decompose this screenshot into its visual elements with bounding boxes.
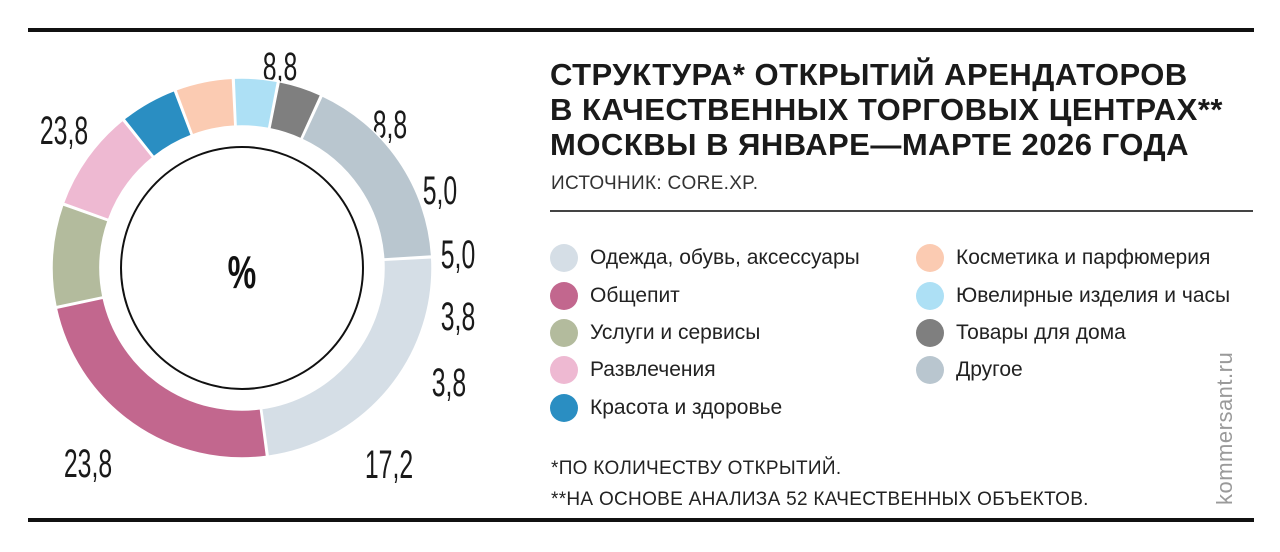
chart-title: СТРУКТУРА* ОТКРЫТИЙ АРЕНДАТОРОВ В КАЧЕСТ… [550,57,1250,162]
legend-label: Другое [956,358,1023,381]
slice-value-label: 23,8 [64,442,112,486]
bottom-rule [28,518,1254,522]
chart-title-line: СТРУКТУРА* ОТКРЫТИЙ АРЕНДАТОРОВ [550,57,1188,92]
legend-label: Косметика и парфюмерия [956,246,1211,269]
legend-label: Красота и здоровье [590,396,783,419]
legend-label: Товары для дома [956,321,1126,344]
slice-value-label: 5,0 [423,169,457,213]
legend-label: Одежда, обувь, аксессуары [590,246,860,269]
legend-item: Товары для дома [916,319,1126,347]
legend-swatch [550,356,578,384]
slice-value-label: 5,0 [441,233,475,277]
legend-swatch [550,394,578,422]
slice-value-label: 23,8 [40,109,88,153]
slice-value-label: 3,8 [441,295,475,339]
legend-item: Услуги и сервисы [550,319,761,347]
legend-item: Развлечения [550,356,716,384]
legend-label: Общепит [590,284,680,307]
legend-item: Ювелирные изделия и часы [916,282,1231,310]
footnote-2: **НА ОСНОВЕ АНАЛИЗА 52 КАЧЕСТВЕННЫХ ОБЪЕ… [551,489,1089,510]
center-unit-label: % [228,247,257,298]
legend-item: Общепит [550,282,680,310]
legend-label: Услуги и сервисы [590,321,761,344]
legend-swatch [916,356,944,384]
donut-slice [233,77,279,130]
legend-label: Развлечения [590,358,716,381]
donut-slice [55,297,268,459]
donut-slice [51,203,110,308]
legend-swatch [550,319,578,347]
donut-slice [122,89,193,158]
donut-slice [260,256,433,458]
donut-slice [268,80,322,140]
inner-ring-line [120,146,364,390]
top-rule [28,28,1254,32]
legend-swatch [550,244,578,272]
watermark: kommersant.ru [1212,351,1237,505]
footnote-1: *ПО КОЛИЧЕСТВУ ОТКРЫТИЙ. [551,458,842,479]
chart-title-line: МОСКВЫ В ЯНВАРЕ—МАРТЕ 2026 ГОДА [550,127,1189,162]
legend-item: Другое [916,356,1023,384]
chart-title-line: В КАЧЕСТВЕННЫХ ТОРГОВЫХ ЦЕНТРАХ** [550,92,1223,127]
legend-swatch [916,244,944,272]
legend-item: Одежда, обувь, аксессуары [550,244,860,272]
legend-item: Красота и здоровье [550,394,783,422]
legend-swatch [916,319,944,347]
donut-slice [62,119,154,221]
slice-value-label: 3,8 [432,361,466,405]
legend-label: Ювелирные изделия и часы [956,284,1231,307]
legend-swatch [916,282,944,310]
legend-item: Косметика и парфюмерия [916,244,1211,272]
donut-slice [174,77,236,136]
donut-slice [300,94,433,260]
donut-chart: 8,88,85,05,03,83,817,223,823,8% [40,45,475,487]
chart-source: ИСТОЧНИК: CORE.XP. [551,173,759,194]
slice-value-label: 17,2 [365,443,413,487]
legend-swatch [550,282,578,310]
separator [550,210,1253,212]
